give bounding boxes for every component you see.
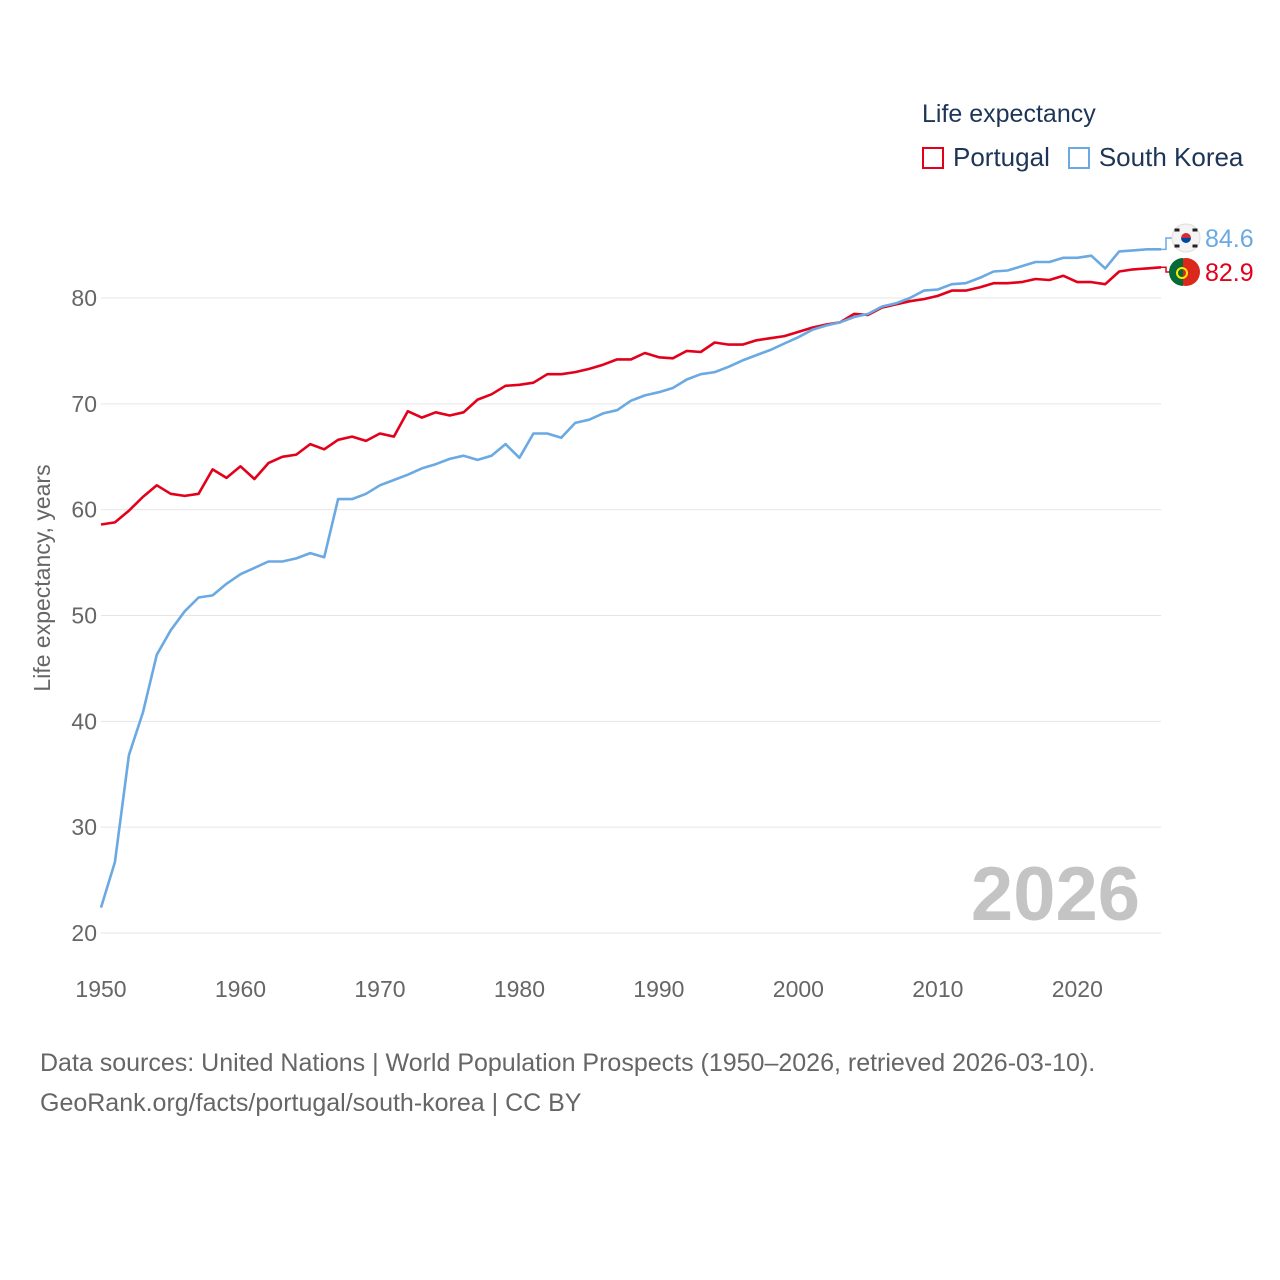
legend-swatch-south-korea bbox=[1067, 146, 1090, 169]
y-tick-label: 80 bbox=[71, 285, 97, 311]
series-end-labels: 82.9 84.6 bbox=[1161, 223, 1254, 287]
y-tick-label: 20 bbox=[71, 920, 97, 946]
x-axis-ticks: 1950 1960 1970 1980 1990 2000 2010 2020 bbox=[75, 976, 1102, 1002]
legend-label-south-korea: South Korea bbox=[1098, 142, 1244, 172]
legend-label-portugal: Portugal bbox=[953, 142, 1050, 172]
x-tick-label: 2000 bbox=[773, 976, 824, 1002]
footer-link[interactable]: GeoRank.org/facts/portugal/south-korea |… bbox=[40, 1089, 582, 1117]
y-tick-label: 70 bbox=[71, 391, 97, 417]
legend: Portugal South Korea bbox=[922, 142, 1261, 173]
y-axis-ticks: 20 30 40 50 60 70 80 bbox=[71, 285, 97, 946]
footer-sources: Data sources: United Nations | World Pop… bbox=[40, 1049, 1096, 1077]
y-tick-label: 60 bbox=[71, 497, 97, 523]
x-tick-label: 1990 bbox=[633, 976, 684, 1002]
portugal-flag-icon bbox=[1169, 258, 1200, 286]
x-tick-label: 1960 bbox=[215, 976, 266, 1002]
year-watermark: 2026 bbox=[971, 852, 1140, 937]
y-axis-label: Life expectancy, years bbox=[29, 464, 55, 691]
footer: Data sources: United Nations | World Pop… bbox=[40, 1043, 1095, 1123]
series-line-south-korea bbox=[99, 248, 1161, 908]
x-tick-label: 1950 bbox=[75, 976, 126, 1002]
y-tick-label: 30 bbox=[71, 814, 97, 840]
south-korea-flag-icon bbox=[1171, 223, 1201, 253]
legend-title: Life expectancy bbox=[922, 100, 1096, 128]
y-tick-label: 50 bbox=[71, 603, 97, 629]
x-tick-label: 1970 bbox=[354, 976, 405, 1002]
x-tick-label: 1980 bbox=[494, 976, 545, 1002]
gridlines bbox=[101, 297, 1161, 934]
x-tick-label: 2020 bbox=[1052, 976, 1103, 1002]
end-value-south-korea: 84.6 bbox=[1205, 225, 1254, 253]
legend-item-portugal[interactable]: Portugal bbox=[922, 142, 1050, 173]
x-tick-label: 2010 bbox=[912, 976, 963, 1002]
series-line-portugal bbox=[100, 266, 1162, 526]
legend-item-south-korea[interactable]: South Korea bbox=[1067, 142, 1244, 173]
connector-south-korea bbox=[1161, 237, 1173, 251]
legend-swatch-portugal bbox=[922, 146, 944, 169]
y-tick-label: 40 bbox=[71, 708, 97, 734]
end-value-portugal: 82.9 bbox=[1205, 259, 1254, 287]
series-lines bbox=[99, 248, 1162, 908]
